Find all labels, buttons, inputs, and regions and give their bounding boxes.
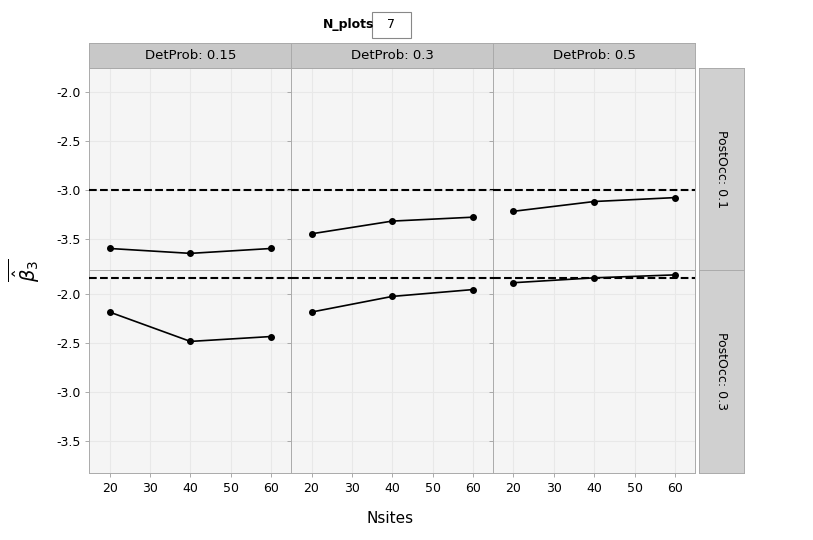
Text: Nsites: Nsites <box>367 511 414 526</box>
Text: $\overline{\hat{\beta}_3}$: $\overline{\hat{\beta}_3}$ <box>7 258 42 282</box>
Text: PostOcc: 0.1: PostOcc: 0.1 <box>715 130 728 208</box>
Text: DetProb: 0.5: DetProb: 0.5 <box>553 49 636 62</box>
Text: DetProb: 0.3: DetProb: 0.3 <box>351 49 433 62</box>
Text: N_plots: N_plots <box>323 18 374 31</box>
Text: DetProb: 0.15: DetProb: 0.15 <box>145 49 236 62</box>
Text: 7: 7 <box>387 18 395 31</box>
Text: PostOcc: 0.3: PostOcc: 0.3 <box>715 332 728 410</box>
